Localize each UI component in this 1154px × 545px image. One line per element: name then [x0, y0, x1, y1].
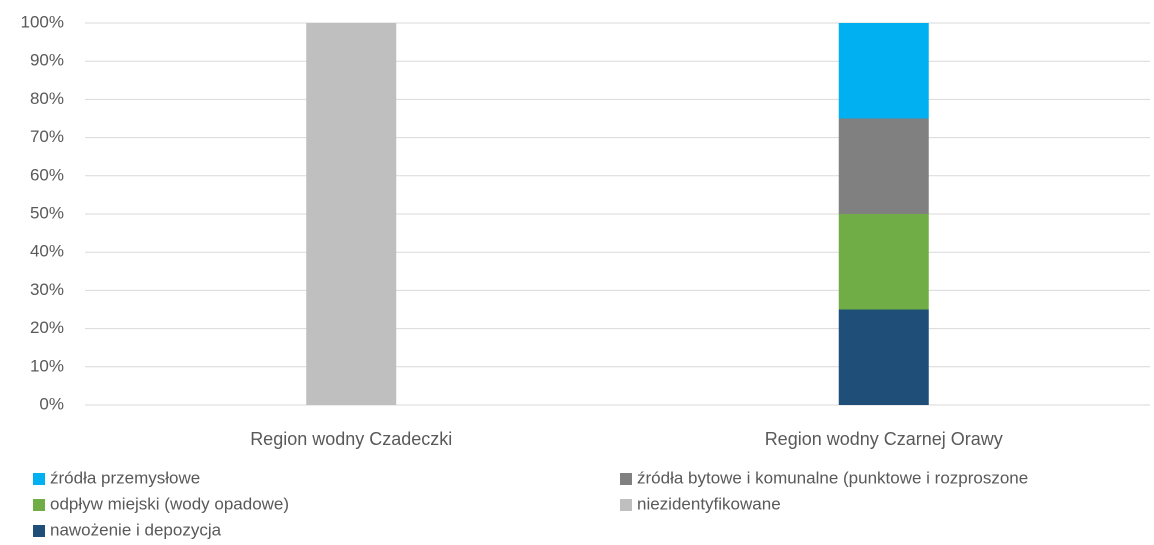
legend-label: źródła bytowe i komunalne (punktowe i ro… [637, 468, 1028, 487]
y-tick-label: 90% [30, 51, 64, 70]
y-tick-label: 20% [30, 318, 64, 337]
legend-swatch [620, 499, 632, 511]
bar-segment [838, 309, 929, 405]
y-tick-label: 70% [30, 127, 64, 146]
bar-segment [838, 214, 929, 310]
legend-swatch [620, 473, 632, 485]
legend-label: odpływ miejski (wody opadowe) [50, 494, 289, 513]
y-tick-label: 80% [30, 89, 64, 108]
x-tick-label: Region wodny Czarnej Orawy [765, 429, 1003, 449]
x-tick-label: Region wodny Czadeczki [250, 429, 452, 449]
y-tick-label: 100% [21, 12, 64, 31]
y-tick-label: 60% [30, 165, 64, 184]
y-tick-label: 30% [30, 280, 64, 299]
legend-label: niezidentyfikowane [637, 494, 781, 513]
bar-segment [838, 118, 929, 214]
y-tick-label: 10% [30, 356, 64, 375]
y-tick-label: 40% [30, 242, 64, 261]
legend-label: źródła przemysłowe [50, 468, 200, 487]
legend-swatch [33, 499, 45, 511]
y-tick-label: 50% [30, 203, 64, 222]
legend-swatch [33, 525, 45, 537]
bar-segment [838, 23, 929, 119]
legend-label: nawożenie i depozycja [50, 520, 222, 539]
legend-swatch [33, 473, 45, 485]
y-tick-label: 0% [39, 394, 64, 413]
bar-segment [306, 23, 397, 405]
